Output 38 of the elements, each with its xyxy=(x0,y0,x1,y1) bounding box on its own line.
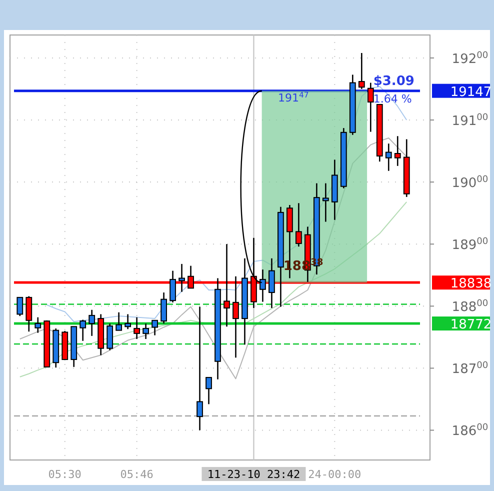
x-tick-label: 05:46 xyxy=(120,468,154,481)
y-tick-label: 189$^{00}$ xyxy=(452,237,488,254)
annotation: $3.09 xyxy=(373,74,414,89)
x-tick-label: 05:30 xyxy=(48,468,82,481)
candlestick xyxy=(34,316,42,334)
candlestick xyxy=(385,142,392,172)
candlestick xyxy=(295,202,302,248)
candlestick xyxy=(88,309,96,337)
candlestick xyxy=(124,314,132,330)
candlestick xyxy=(178,263,185,293)
y-tick-label: 188$^{00}$ xyxy=(452,299,488,316)
candlestick xyxy=(134,316,140,340)
annotation: 1.64 % xyxy=(373,92,412,106)
annotation: 191$^{47}$ xyxy=(278,90,309,104)
candlestick xyxy=(206,376,212,405)
candlestick xyxy=(26,296,32,332)
candlestick xyxy=(322,182,329,222)
candlestick xyxy=(160,292,167,324)
y-tick-label: 191$^{00}$ xyxy=(452,113,488,129)
y-tick-label: 192$^{00}$ xyxy=(452,50,488,67)
candlestick xyxy=(196,306,203,431)
candlestick xyxy=(16,296,24,317)
candlestick xyxy=(106,322,114,351)
x-tick-label: 24-00:00 xyxy=(308,468,362,481)
y-tick-label: 186$^{00}$ xyxy=(452,423,488,440)
candlestick xyxy=(142,322,149,340)
x-tick-label: 11-23-10 23:42 xyxy=(207,468,300,481)
candlestick xyxy=(394,135,401,167)
candlestick xyxy=(170,270,176,304)
candlestick xyxy=(260,268,266,302)
candlestick xyxy=(152,320,158,336)
candlestick xyxy=(268,258,275,309)
y-tick-label: 187$^{00}$ xyxy=(452,361,488,378)
candlestick xyxy=(80,319,86,342)
candlestick xyxy=(367,82,374,132)
y-tick-label: 190$^{00}$ xyxy=(452,175,488,192)
candlestick xyxy=(116,312,122,331)
candlestick xyxy=(358,52,365,90)
